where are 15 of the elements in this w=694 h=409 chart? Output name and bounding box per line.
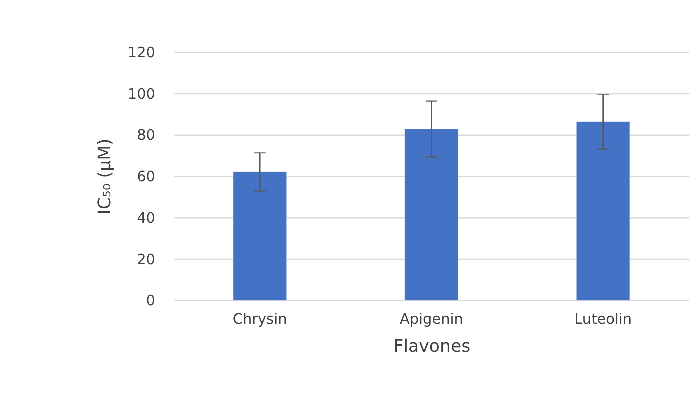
x-tick-label: Chrysin	[232, 312, 288, 328]
y-tick-label: 80	[137, 128, 156, 144]
x-tick-label: Luteolin	[574, 312, 632, 328]
bar	[576, 122, 630, 301]
y-tick-label: 0	[146, 294, 156, 310]
y-tick-label: 100	[128, 86, 156, 103]
x-axis-title: Flavones	[394, 336, 471, 357]
y-tick-label: 60	[137, 170, 156, 186]
y-tick-label: 40	[137, 210, 156, 227]
y-tick-label: 120	[128, 45, 156, 62]
y-axis-title: IC₅₀ (μM)	[96, 138, 116, 215]
bar	[233, 172, 287, 301]
y-tick-label: 20	[137, 252, 156, 268]
bar	[404, 129, 459, 301]
x-tick-label: Apigenin	[400, 312, 464, 328]
